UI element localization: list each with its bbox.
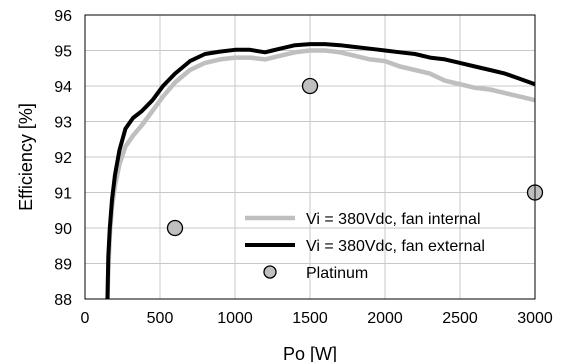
gridlines [85,15,535,299]
y-tick-label: 96 [54,8,72,25]
legend-swatch-marker [263,265,277,279]
legend: Vi = 380Vdc, fan internal Vi = 380Vdc, fa… [245,211,485,282]
y-tick-label: 93 [54,115,72,132]
platinum-point [301,77,319,95]
y-tick-label: 89 [54,257,72,274]
y-axis-title: Efficiency [%] [16,103,36,211]
y-tick-label: 88 [54,292,72,309]
platinum-point [166,219,184,237]
x-tick-label: 2000 [367,310,403,327]
series-line-1 [105,48,536,300]
y-tick-label: 91 [54,186,72,203]
y-tick-label: 95 [54,44,72,61]
plot-frame [84,14,536,300]
legend-label: Platinum [306,265,368,282]
x-tick-label: 1500 [292,310,328,327]
y-tick-label: 90 [54,221,72,238]
x-tick-labels: 0 500 1000 1500 2000 2500 3000 [81,310,553,327]
x-tick-label: 0 [81,310,90,327]
x-axis-title: Po [W] [283,344,337,362]
y-tick-labels: 88 89 90 91 92 93 94 95 96 [54,8,72,309]
y-tick-label: 94 [54,79,72,96]
x-tick-label: 3000 [517,310,553,327]
x-tick-label: 2500 [442,310,478,327]
y-tick-label: 92 [54,150,72,167]
series-line-2 [105,42,536,300]
x-tick-label: 500 [147,310,174,327]
x-tick-label: 1000 [217,310,253,327]
legend-label: Vi = 380Vdc, fan external [306,238,485,255]
legend-label: Vi = 380Vdc, fan internal [306,211,481,228]
series-layer [105,42,544,300]
